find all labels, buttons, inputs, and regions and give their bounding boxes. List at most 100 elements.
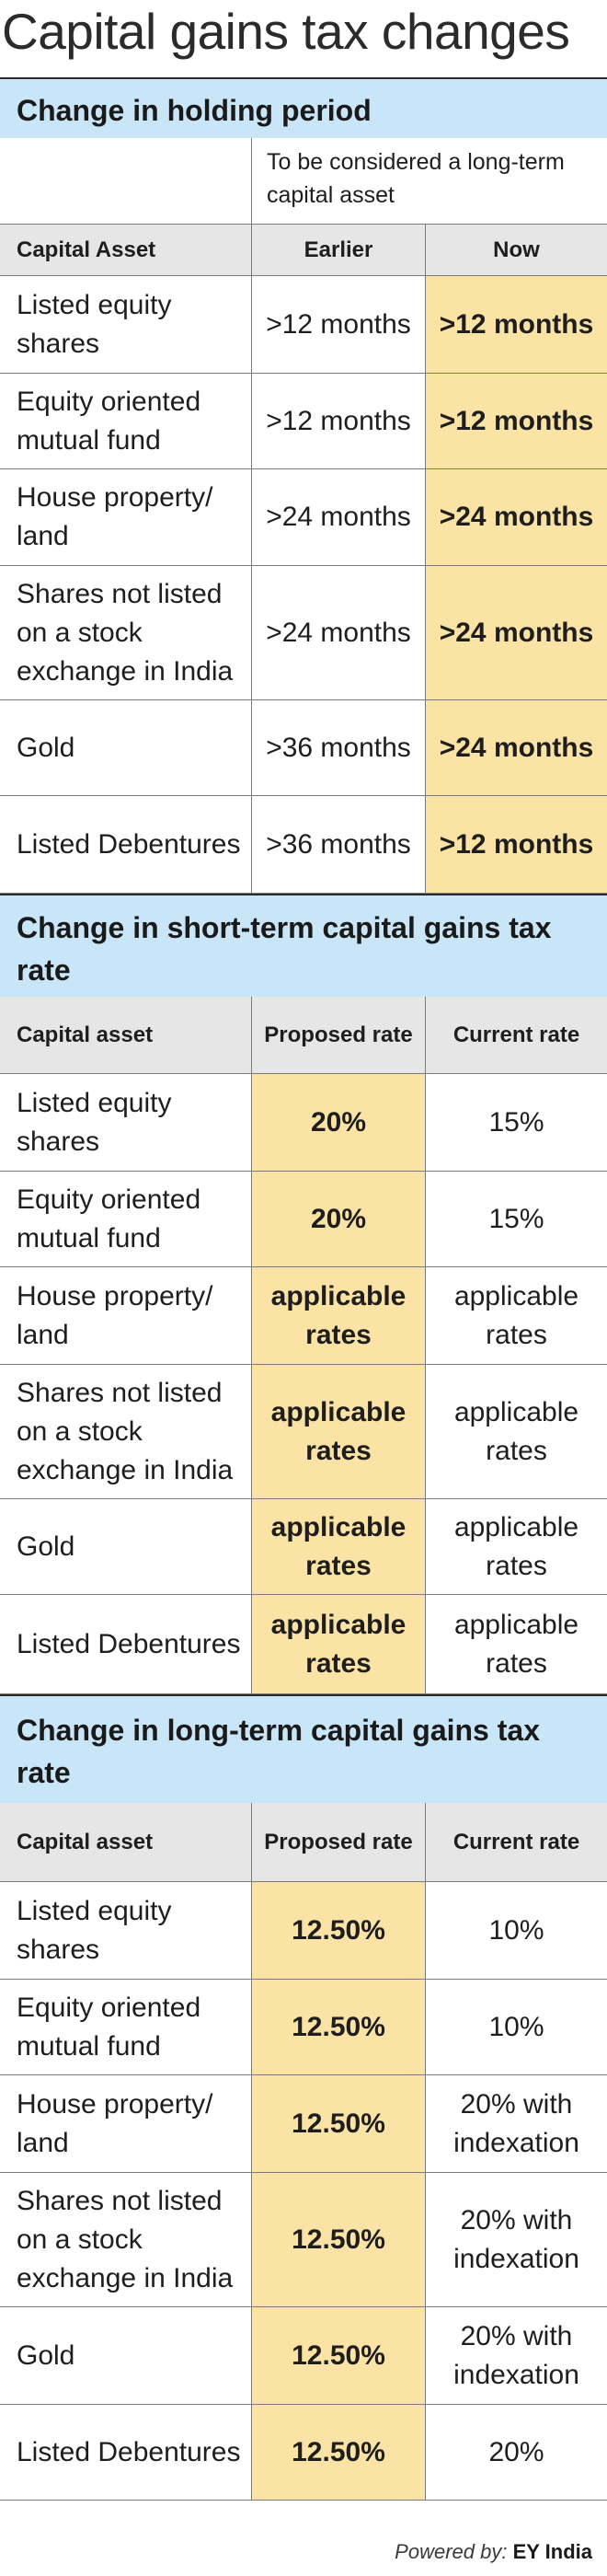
table-row: House property/ land 12.50% 20% with ind… bbox=[0, 2075, 607, 2173]
page-title: Capital gains tax changes bbox=[2, 3, 570, 60]
table-row: Shares not listed on a stock exchange in… bbox=[0, 2173, 607, 2307]
column-header-asset: Capital Asset bbox=[0, 225, 251, 275]
asset-cell: Gold bbox=[17, 732, 75, 763]
footer-prefix: Powered by: bbox=[395, 2540, 508, 2563]
table-row: Equity oriented mutual fund 12.50% 10% bbox=[0, 1980, 607, 2075]
long-term-note: To be considered a long-term capital ass… bbox=[251, 138, 607, 224]
now-cell: >24 months bbox=[425, 566, 607, 699]
proposed-cell: applicable rates bbox=[251, 1365, 425, 1498]
current-cell: 20% with indexation bbox=[425, 2307, 607, 2404]
short-term-table: Capital asset Proposed rate Current rate… bbox=[0, 997, 607, 1694]
asset-cell: Listed equity shares bbox=[17, 1087, 172, 1157]
current-cell: applicable rates bbox=[425, 1595, 607, 1693]
now-cell: >12 months bbox=[425, 796, 607, 893]
asset-cell: Gold bbox=[17, 1531, 75, 1562]
earlier-cell: >24 months bbox=[251, 469, 425, 565]
table-row: Gold applicable rates applicable rates bbox=[0, 1499, 607, 1595]
proposed-cell: 12.50% bbox=[251, 2405, 425, 2500]
footer-credit: Powered by: EY India bbox=[0, 2540, 607, 2564]
current-cell: 15% bbox=[425, 1172, 607, 1266]
table-row: House property/ land >24 months >24 mont… bbox=[0, 469, 607, 566]
long-term-section: Change in long-term capital gains tax ra… bbox=[0, 1694, 607, 2501]
column-header-current: Current rate bbox=[425, 1803, 607, 1881]
earlier-cell: >36 months bbox=[251, 796, 425, 893]
proposed-cell: applicable rates bbox=[251, 1499, 425, 1594]
earlier-cell: >12 months bbox=[251, 374, 425, 468]
table-header: Capital asset Proposed rate Current rate bbox=[0, 1803, 607, 1882]
column-header-now: Now bbox=[425, 225, 607, 275]
asset-cell: House property/ land bbox=[17, 482, 213, 551]
asset-cell: Listed Debentures bbox=[17, 1628, 241, 1659]
table-header: Capital Asset Earlier Now bbox=[0, 225, 607, 276]
table-row: Gold >36 months >24 months bbox=[0, 700, 607, 796]
column-header-earlier: Earlier bbox=[251, 225, 425, 275]
proposed-cell: 12.50% bbox=[251, 1882, 425, 1979]
empty-cell bbox=[0, 138, 251, 224]
asset-cell: Shares not listed on a stock exchange in… bbox=[17, 1377, 234, 1485]
asset-cell: Equity oriented mutual fund bbox=[17, 1184, 201, 1253]
table-row: Gold 12.50% 20% with indexation bbox=[0, 2307, 607, 2405]
table-row: Listed Debentures >36 months >12 months bbox=[0, 796, 607, 894]
asset-cell: House property/ land bbox=[17, 2088, 213, 2158]
asset-cell: Equity oriented mutual fund bbox=[17, 1992, 201, 2062]
long-term-note-row: To be considered a long-term capital ass… bbox=[0, 138, 607, 225]
current-cell: applicable rates bbox=[425, 1365, 607, 1498]
footer-source: EY India bbox=[512, 2540, 592, 2563]
current-cell: applicable rates bbox=[425, 1499, 607, 1594]
long-term-title: Change in long-term capital gains tax ra… bbox=[0, 1694, 607, 1803]
column-header-asset: Capital asset bbox=[0, 1803, 251, 1881]
proposed-cell: 12.50% bbox=[251, 2075, 425, 2172]
table-row: Equity oriented mutual fund >12 months >… bbox=[0, 374, 607, 469]
table-row: Listed Debentures applicable rates appli… bbox=[0, 1595, 607, 1694]
current-cell: 15% bbox=[425, 1074, 607, 1171]
asset-cell: Gold bbox=[17, 2339, 75, 2371]
current-cell: 10% bbox=[425, 1882, 607, 1979]
asset-cell: Listed Debentures bbox=[17, 2436, 241, 2467]
proposed-cell: 20% bbox=[251, 1172, 425, 1266]
table-row: Shares not listed on a stock exchange in… bbox=[0, 566, 607, 700]
column-header-proposed: Proposed rate bbox=[251, 997, 425, 1073]
table-row: Listed equity shares 20% 15% bbox=[0, 1074, 607, 1172]
now-cell: >24 months bbox=[425, 469, 607, 565]
proposed-cell: 20% bbox=[251, 1074, 425, 1171]
column-header-asset: Capital asset bbox=[0, 997, 251, 1073]
column-header-current: Current rate bbox=[425, 997, 607, 1073]
long-term-table: Capital asset Proposed rate Current rate… bbox=[0, 1803, 607, 2501]
asset-cell: Listed equity shares bbox=[17, 1895, 172, 1965]
table-row: Listed equity shares >12 months >12 mont… bbox=[0, 276, 607, 374]
short-term-title: Change in short-term capital gains tax r… bbox=[0, 894, 607, 997]
column-header-proposed: Proposed rate bbox=[251, 1803, 425, 1881]
table-row: Shares not listed on a stock exchange in… bbox=[0, 1365, 607, 1499]
asset-cell: Equity oriented mutual fund bbox=[17, 386, 201, 456]
proposed-cell: applicable rates bbox=[251, 1267, 425, 1364]
proposed-cell: 12.50% bbox=[251, 1980, 425, 2074]
holding-period-title: Change in holding period bbox=[0, 77, 607, 138]
earlier-cell: >12 months bbox=[251, 276, 425, 373]
asset-cell: Listed equity shares bbox=[17, 289, 172, 359]
proposed-cell: applicable rates bbox=[251, 1595, 425, 1693]
now-cell: >24 months bbox=[425, 700, 607, 795]
holding-period-section: Change in holding period To be considere… bbox=[0, 77, 607, 894]
table-row: Equity oriented mutual fund 20% 15% bbox=[0, 1172, 607, 1267]
now-cell: >12 months bbox=[425, 374, 607, 468]
table-row: Listed Debentures 12.50% 20% bbox=[0, 2405, 607, 2501]
asset-cell: Shares not listed on a stock exchange in… bbox=[17, 2185, 234, 2293]
current-cell: 20% bbox=[425, 2405, 607, 2500]
holding-period-table: To be considered a long-term capital ass… bbox=[0, 138, 607, 894]
table-row: Listed equity shares 12.50% 10% bbox=[0, 1882, 607, 1980]
asset-cell: Listed Debentures bbox=[17, 828, 241, 860]
proposed-cell: 12.50% bbox=[251, 2307, 425, 2404]
asset-cell: Shares not listed on a stock exchange in… bbox=[17, 578, 234, 687]
now-cell: >12 months bbox=[425, 276, 607, 373]
current-cell: 20% with indexation bbox=[425, 2075, 607, 2172]
current-cell: applicable rates bbox=[425, 1267, 607, 1364]
current-cell: 10% bbox=[425, 1980, 607, 2074]
current-cell: 20% with indexation bbox=[425, 2173, 607, 2306]
table-header: Capital asset Proposed rate Current rate bbox=[0, 997, 607, 1074]
earlier-cell: >36 months bbox=[251, 700, 425, 795]
earlier-cell: >24 months bbox=[251, 566, 425, 699]
proposed-cell: 12.50% bbox=[251, 2173, 425, 2306]
table-row: House property/ land applicable rates ap… bbox=[0, 1267, 607, 1365]
asset-cell: House property/ land bbox=[17, 1280, 213, 1350]
short-term-section: Change in short-term capital gains tax r… bbox=[0, 894, 607, 1694]
